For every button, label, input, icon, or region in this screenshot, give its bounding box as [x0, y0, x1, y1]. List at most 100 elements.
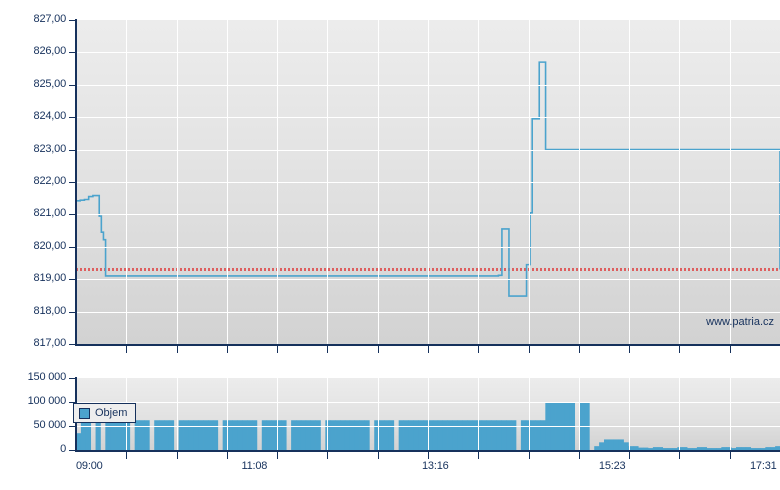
volume-bar [506, 420, 512, 450]
volume-bar [247, 420, 253, 450]
volume-bar [408, 420, 414, 450]
volume-bar [159, 420, 165, 450]
volume-bar [144, 420, 150, 450]
volume-bar [354, 420, 360, 450]
volume-bar [105, 420, 111, 450]
gridline-vertical [629, 20, 630, 344]
volume-bar [139, 420, 145, 450]
volume-bar [692, 448, 698, 450]
volume-bar [687, 448, 693, 450]
time-axis-tick [478, 346, 479, 353]
volume-bar [300, 420, 307, 450]
volume-bar [486, 420, 492, 450]
volume-bar [124, 420, 131, 450]
volume-gridline-vertical [428, 378, 429, 450]
volume-bar [501, 420, 507, 450]
volume-bar [164, 420, 170, 450]
volume-time-axis-tick [579, 452, 580, 459]
price-axis-tick [69, 344, 75, 345]
volume-bar [765, 447, 771, 450]
volume-bar [481, 420, 488, 450]
volume-bar [540, 420, 546, 450]
price-y-axis-line [75, 19, 77, 345]
volume-bar [476, 420, 483, 450]
volume-bar [618, 439, 624, 450]
volume-gridline-vertical [327, 378, 328, 450]
volume-bar [188, 420, 194, 450]
volume-bar [80, 420, 87, 450]
price-axis-tick [69, 84, 75, 86]
volume-time-axis-tick [177, 452, 178, 459]
volume-bar [281, 420, 287, 450]
volume-bar [608, 439, 615, 450]
volume-bar [296, 420, 302, 450]
time-axis-tick [126, 346, 127, 353]
volume-bar [613, 439, 620, 450]
gridline-vertical [177, 20, 178, 344]
volume-bar [760, 448, 766, 450]
volume-gridline-vertical [478, 378, 479, 450]
price-line [76, 61, 780, 297]
volume-bar [315, 420, 321, 450]
volume-bar [110, 420, 116, 450]
volume-legend-swatch-icon [79, 407, 90, 419]
volume-bar [623, 442, 629, 450]
gridline-vertical [730, 20, 731, 344]
time-axis-tick [327, 346, 328, 353]
volume-bar [178, 420, 184, 450]
volume-bar [291, 420, 297, 450]
time-axis-tick [730, 346, 731, 353]
price-axis-tick-label: 823,00 [33, 142, 67, 155]
price-axis-tick [69, 311, 75, 313]
volume-bar [520, 420, 527, 450]
volume-bar [462, 420, 468, 450]
volume-bar [604, 439, 610, 450]
volume-bar [696, 447, 703, 450]
volume-bar [227, 420, 233, 450]
price-axis-tick-label: 824,00 [33, 110, 67, 123]
volume-bar [413, 420, 419, 450]
volume-bar [388, 420, 395, 450]
price-axis-tick-label: 817,00 [33, 337, 67, 349]
volume-time-axis-tick [428, 452, 429, 459]
volume-bar [721, 447, 727, 450]
volume-axis-tick-label: 100 000 [27, 395, 67, 407]
volume-bar [594, 446, 600, 450]
volume-time-axis-tick [679, 452, 680, 459]
gridline-vertical [579, 20, 580, 344]
volume-bar [428, 420, 434, 450]
volume-bar [340, 420, 346, 450]
time-axis-tick [378, 346, 379, 353]
time-axis-tick [579, 346, 580, 353]
volume-bar [662, 448, 668, 450]
volume-time-axis-tick [126, 452, 127, 459]
volume-bar [76, 433, 82, 450]
volume-legend[interactable]: Objem [73, 403, 137, 423]
volume-axis-tick-label: 50 000 [33, 419, 67, 431]
volume-bar [452, 420, 458, 450]
volume-bar [85, 420, 92, 450]
time-axis-tick [227, 346, 228, 353]
volume-bar [364, 420, 370, 450]
volume-bar [232, 420, 238, 450]
volume-bar [437, 420, 444, 450]
price-axis-tick [69, 149, 75, 151]
volume-bar [525, 420, 532, 450]
volume-chart-plot-area [76, 378, 780, 450]
volume-bar [418, 420, 424, 450]
volume-gridline-vertical [529, 378, 530, 450]
volume-bar [736, 447, 742, 450]
volume-bars-svg [76, 402, 780, 450]
volume-bar [95, 422, 101, 450]
gridline-vertical [428, 20, 429, 344]
volume-bar [261, 420, 268, 450]
price-axis-tick [69, 279, 75, 281]
volume-bar [467, 420, 473, 450]
volume-axis-tick [69, 450, 75, 451]
volume-bar [457, 420, 463, 450]
volume-bar [442, 420, 448, 450]
volume-bar [193, 420, 199, 450]
volume-bar [511, 420, 517, 450]
volume-bar [432, 420, 439, 450]
